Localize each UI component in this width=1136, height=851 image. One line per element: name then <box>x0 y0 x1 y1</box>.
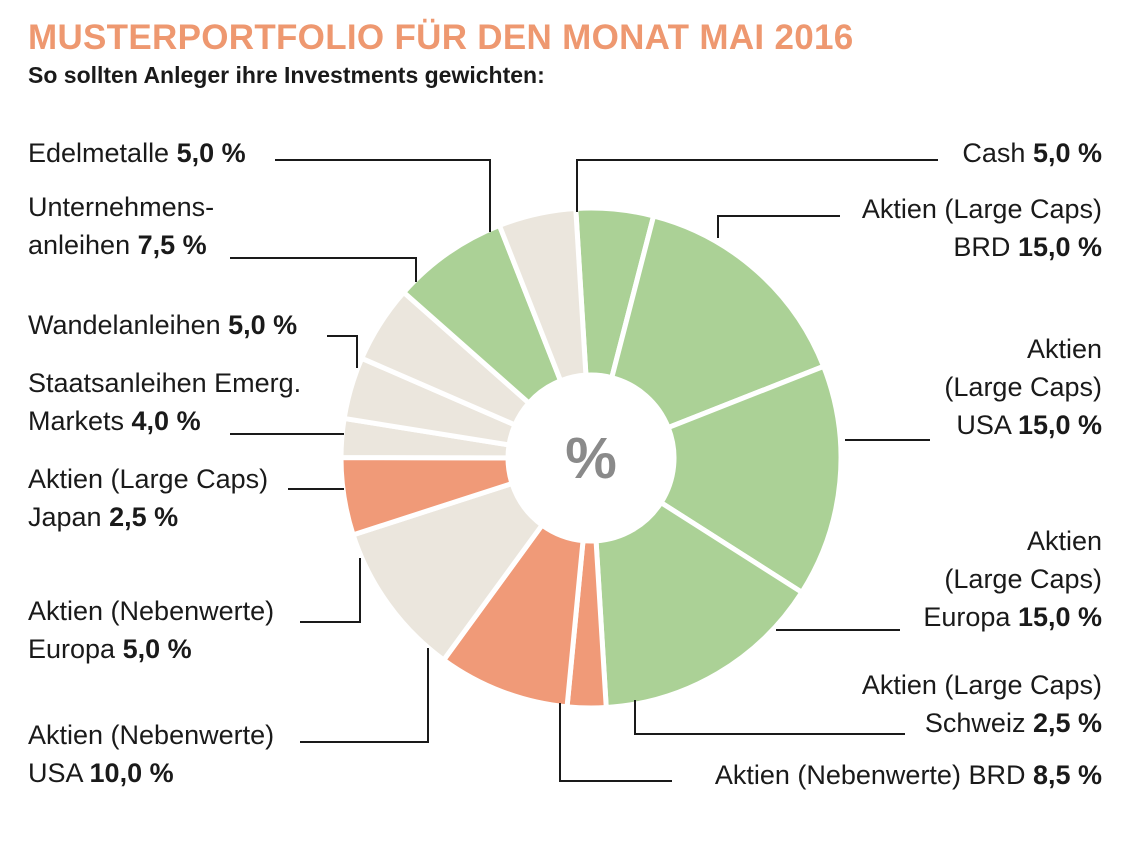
chart-subtitle: So sollten Anleger ihre Investments gewi… <box>28 62 545 88</box>
label-value: 4,0 % <box>131 406 201 436</box>
label-large-brd: Aktien (Large Caps) BRD 15,0 % <box>862 190 1102 266</box>
label-text: Staatsanleihen Emerg. <box>28 368 302 398</box>
label-text: USA <box>956 410 1018 440</box>
leader-line-8 <box>717 215 840 238</box>
label-edelmetalle: Edelmetalle 5,0 % <box>28 134 246 172</box>
label-text: Aktien <box>1026 334 1102 364</box>
center-percent-label: % <box>565 426 617 491</box>
donut-hole <box>508 375 674 541</box>
leader-line-0 <box>275 159 491 232</box>
leader-line-1 <box>230 257 417 282</box>
label-value: 15,0 % <box>1017 602 1102 632</box>
label-text: Aktien (Nebenwerte) <box>28 596 275 626</box>
label-text: (Large Caps) <box>944 564 1102 594</box>
leader-line-5 <box>300 558 361 623</box>
label-unternehmensanleihen: Unternehmens- anleihen 7,5 % <box>28 188 214 264</box>
label-text: Aktien (Large Caps) <box>861 670 1102 700</box>
leader-line-6 <box>300 648 429 743</box>
label-text: Schweiz <box>924 708 1033 738</box>
label-text: Aktien (Nebenwerte) BRD <box>714 760 1033 790</box>
leader-line-7 <box>576 159 938 212</box>
label-text: Aktien (Large Caps) <box>861 194 1102 224</box>
label-large-europa: Aktien (Large Caps) Europa 15,0 % <box>923 522 1102 636</box>
label-value: 7,5 % <box>137 230 207 260</box>
label-text: Japan <box>28 502 110 532</box>
label-value: 2,5 % <box>1032 708 1102 738</box>
label-value: 5,0 % <box>228 310 298 340</box>
label-neben-usa: Aktien (Nebenwerte) USA 10,0 % <box>28 716 274 792</box>
label-value: 2,5 % <box>109 502 179 532</box>
label-value: 8,5 % <box>1032 760 1102 790</box>
label-text: Unternehmens- <box>28 192 215 222</box>
label-value: 5,0 % <box>1032 138 1102 168</box>
label-text: Edelmetalle <box>28 138 177 168</box>
label-text: (Large Caps) <box>944 372 1102 402</box>
label-neben-europa: Aktien (Nebenwerte) Europa 5,0 % <box>28 592 274 668</box>
label-value: 5,0 % <box>176 138 246 168</box>
label-text: Europa <box>923 602 1018 632</box>
leader-line-12 <box>559 703 672 782</box>
label-large-usa: Aktien (Large Caps) USA 15,0 % <box>944 330 1102 444</box>
label-value: 15,0 % <box>1017 410 1102 440</box>
label-value: 15,0 % <box>1017 232 1102 262</box>
label-wandelanleihen: Wandelanleihen 5,0 % <box>28 306 297 344</box>
label-text: Europa <box>28 634 123 664</box>
label-text: BRD <box>953 232 1018 262</box>
label-text: Aktien (Nebenwerte) <box>28 720 275 750</box>
label-text: Aktien (Large Caps) <box>28 464 269 494</box>
label-cash: Cash 5,0 % <box>962 134 1102 172</box>
label-value: 5,0 % <box>122 634 192 664</box>
label-value: 10,0 % <box>89 758 174 788</box>
leader-line-2 <box>327 335 358 368</box>
label-text: Markets <box>28 406 132 436</box>
label-text: anleihen <box>28 230 138 260</box>
label-text: Wandelanleihen <box>28 310 229 340</box>
label-text: USA <box>28 758 90 788</box>
label-text: Aktien <box>1026 526 1102 556</box>
label-staatsanleihen: Staatsanleihen Emerg. Markets 4,0 % <box>28 364 301 440</box>
label-neben-brd: Aktien (Nebenwerte) BRD 8,5 % <box>715 756 1102 794</box>
label-large-japan: Aktien (Large Caps) Japan 2,5 % <box>28 460 268 536</box>
chart-title: MUSTERPORTFOLIO FÜR DEN MONAT MAI 2016 <box>28 18 854 57</box>
label-text: Cash <box>962 138 1033 168</box>
leader-line-11 <box>634 700 905 735</box>
label-large-schweiz: Aktien (Large Caps) Schweiz 2,5 % <box>862 666 1102 742</box>
